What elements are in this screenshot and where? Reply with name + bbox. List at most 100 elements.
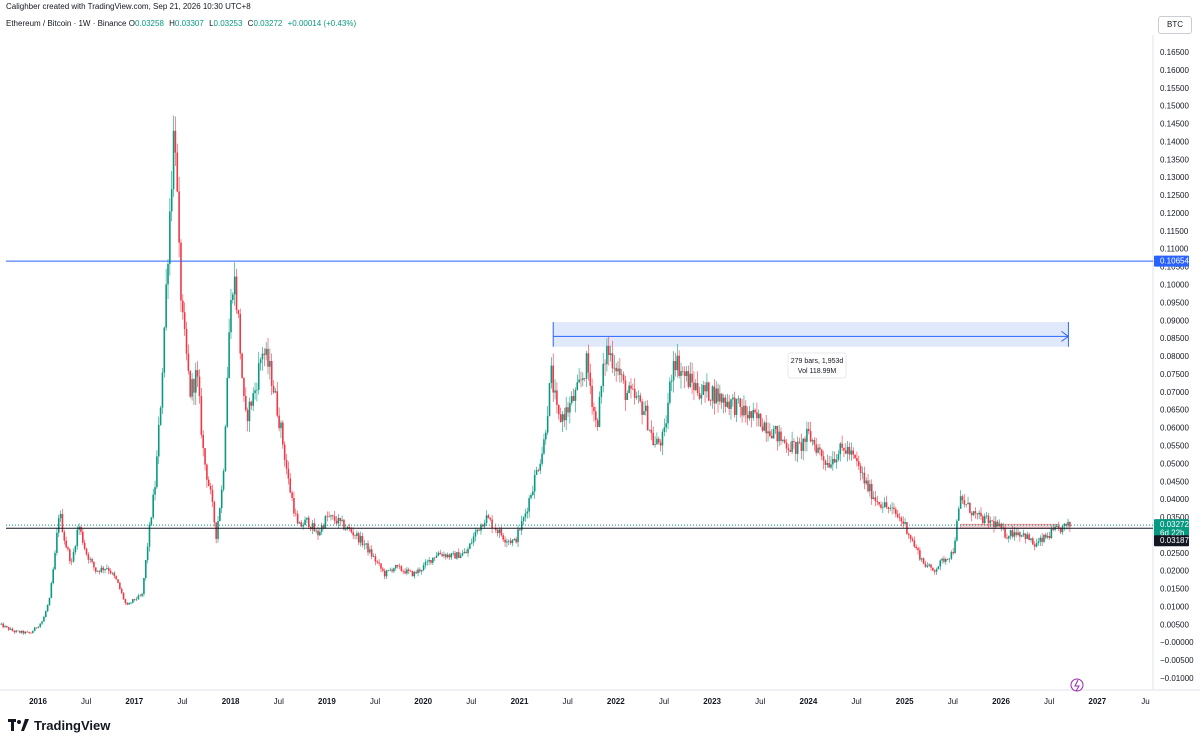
currency-badge[interactable]: BTC [1158,16,1192,34]
candle-body [467,548,469,554]
candle-body [413,572,416,577]
candle-body [669,381,671,403]
symbol-name[interactable]: Ethereum / Bitcoin · 1W · Binance [6,19,127,28]
candle-body [952,552,955,554]
candle-body [819,447,821,450]
candle-body [465,551,467,554]
candle-body [1004,527,1006,538]
candle-body [622,374,625,381]
candle-body [728,401,730,409]
candle-body [426,561,429,563]
time-tick-label: 2023 [703,697,721,706]
candle-body [250,401,253,406]
candle-body [572,396,575,401]
candle-body [480,524,482,531]
candle-body [339,517,342,521]
candle-body [167,263,169,285]
candle-body [656,438,658,445]
candle-body [106,568,108,569]
candle-body [1011,530,1014,537]
candle-body [678,355,680,377]
candle-body [396,564,399,567]
candle-body [648,429,651,431]
candle-body [276,391,279,416]
candle-body [696,383,699,394]
price-tick-label: −0.00500 [1160,656,1194,665]
candle-body [148,524,151,547]
symbol-legend[interactable]: Ethereum / Bitcoin · 1W · Binance O0.032… [6,19,359,28]
candle-body [1069,521,1071,527]
candle-body [933,570,936,572]
candle-body [754,409,756,413]
candle-body [506,541,508,543]
candle-body [482,524,484,527]
candle-body [263,353,266,355]
candle-body [19,630,21,633]
current-price-badge-text: 0.03272 [1160,520,1189,529]
candle-body [574,389,577,401]
range-measure-layer [552,322,1070,529]
candle-body [954,540,956,554]
candle-body [820,449,823,457]
time-tick-label: 2020 [414,697,432,706]
tradingview-logo[interactable]: TradingView [8,716,110,734]
candle-body [441,554,443,556]
price-tick-label: −0.00000 [1160,638,1194,647]
candle-body [132,599,134,603]
ohlc-high-label: H [169,19,175,28]
candle-body [437,552,440,556]
candle-body [746,414,749,419]
price-tick-label: 0.15500 [1160,84,1189,93]
candle-body [715,388,717,404]
candle-body [183,312,186,329]
candle-body [639,395,642,402]
candle-body [589,372,592,386]
candle-body [496,530,499,534]
candle-body [230,299,232,333]
candle-body [795,441,797,454]
candle-body [433,557,436,559]
candle-body [515,538,517,543]
price-axis[interactable]: 0.16500 0.16000 0.15500 0.15000 0.14500 0.140… [1160,48,1194,683]
lightning-icon-glyph [1074,679,1080,692]
candle-body [685,371,688,377]
candle-body [607,345,610,356]
candle-body [1019,532,1021,537]
time-axis[interactable]: 2016 Jul 2017 Jul 2018 Jul 2019 Jul 2020 Jul 2021 J… [29,697,1150,706]
time-tick-label: Jul [563,697,573,706]
candle-body [1007,536,1010,539]
candle-body [313,523,316,532]
current-price-badge-text: 6d 22h [1160,529,1184,538]
price-tick-label: 0.15000 [1160,102,1189,111]
candle-body [96,570,99,572]
candle-body [28,631,30,633]
candle-body [826,463,829,465]
candle-body [800,442,803,451]
candle-body [211,489,214,502]
lightning-icon[interactable] [1070,678,1084,692]
candle-body [141,593,143,596]
candle-body [663,427,666,432]
candle-body [326,516,329,517]
candle-body [333,516,336,521]
candle-body [159,407,162,425]
candle-body [1059,527,1062,533]
candle-body [35,627,38,629]
price-tick-label: 0.08500 [1160,334,1189,343]
price-tick-label: 0.06500 [1160,406,1189,415]
time-tick-label: 2016 [29,697,47,706]
current-price-badge-bg [1154,519,1189,538]
candle-body [726,401,729,407]
candle-body [98,570,101,572]
candle-body [1063,523,1066,527]
price-tick-label: 0.14500 [1160,120,1189,129]
candle-body [526,511,529,514]
candle-body [74,546,77,553]
candle-body [854,454,856,459]
candle-body [7,627,10,630]
candle-body [804,438,806,442]
candle-body [48,597,51,605]
candle-body [376,561,379,563]
